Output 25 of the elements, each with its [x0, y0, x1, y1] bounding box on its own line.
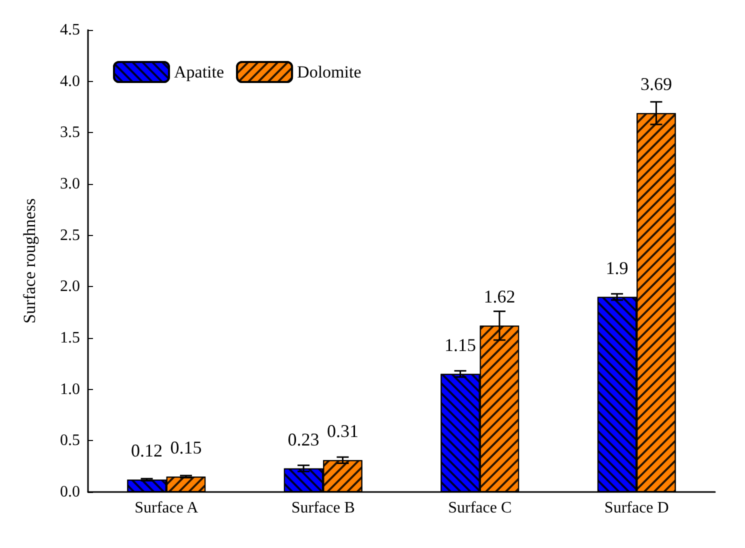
data-label: 0.23 — [288, 429, 320, 450]
x-tick-label: Surface B — [291, 500, 355, 516]
y-tick-label: 2.5 — [60, 226, 80, 244]
data-label: 1.9 — [606, 258, 628, 278]
data-label: 3.69 — [640, 74, 672, 94]
data-label: 0.12 — [131, 440, 163, 461]
legend-label: Dolomite — [297, 62, 362, 82]
data-label: 0.15 — [170, 438, 202, 458]
y-tick-label: 3.5 — [60, 124, 80, 142]
y-tick-label: 4.5 — [60, 22, 80, 38]
y-tick-label: 1.5 — [60, 330, 80, 346]
x-tick-label: Surface D — [604, 500, 669, 516]
x-tick-label: Surface C — [448, 500, 512, 516]
y-tick-label: 2.0 — [60, 278, 80, 296]
y-tick-label: 1.0 — [60, 380, 80, 398]
data-label: 0.31 — [326, 421, 358, 442]
data-label: 1.15 — [444, 334, 476, 355]
data-label: 1.62 — [484, 286, 516, 307]
y-tick-label: 4.0 — [60, 72, 80, 90]
legend-label: Apatite — [174, 62, 224, 82]
y-tick-label: 0.5 — [60, 432, 80, 450]
y-axis-title: Surface roughness — [20, 198, 39, 324]
y-tick-label: 0.0 — [60, 484, 80, 500]
x-tick-label: Surface A — [134, 500, 199, 516]
y-tick-label: 3.0 — [60, 176, 80, 192]
